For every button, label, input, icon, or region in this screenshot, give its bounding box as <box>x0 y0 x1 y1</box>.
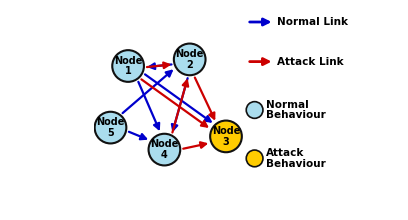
Circle shape <box>149 134 180 165</box>
Circle shape <box>174 44 206 75</box>
Circle shape <box>95 112 126 143</box>
Circle shape <box>112 50 144 82</box>
Text: Normal Link: Normal Link <box>277 17 348 27</box>
Text: Normal
Behaviour: Normal Behaviour <box>266 100 326 120</box>
Text: Attack
Behaviour: Attack Behaviour <box>266 148 326 169</box>
Circle shape <box>210 121 242 152</box>
Circle shape <box>246 150 263 167</box>
Text: Node
4: Node 4 <box>150 139 179 160</box>
Text: Node
3: Node 3 <box>212 126 240 147</box>
Text: Node
1: Node 1 <box>114 56 142 76</box>
Text: Attack Link: Attack Link <box>277 57 344 67</box>
Circle shape <box>246 102 263 118</box>
Text: Node
2: Node 2 <box>175 49 204 70</box>
Text: Node
5: Node 5 <box>96 117 125 138</box>
